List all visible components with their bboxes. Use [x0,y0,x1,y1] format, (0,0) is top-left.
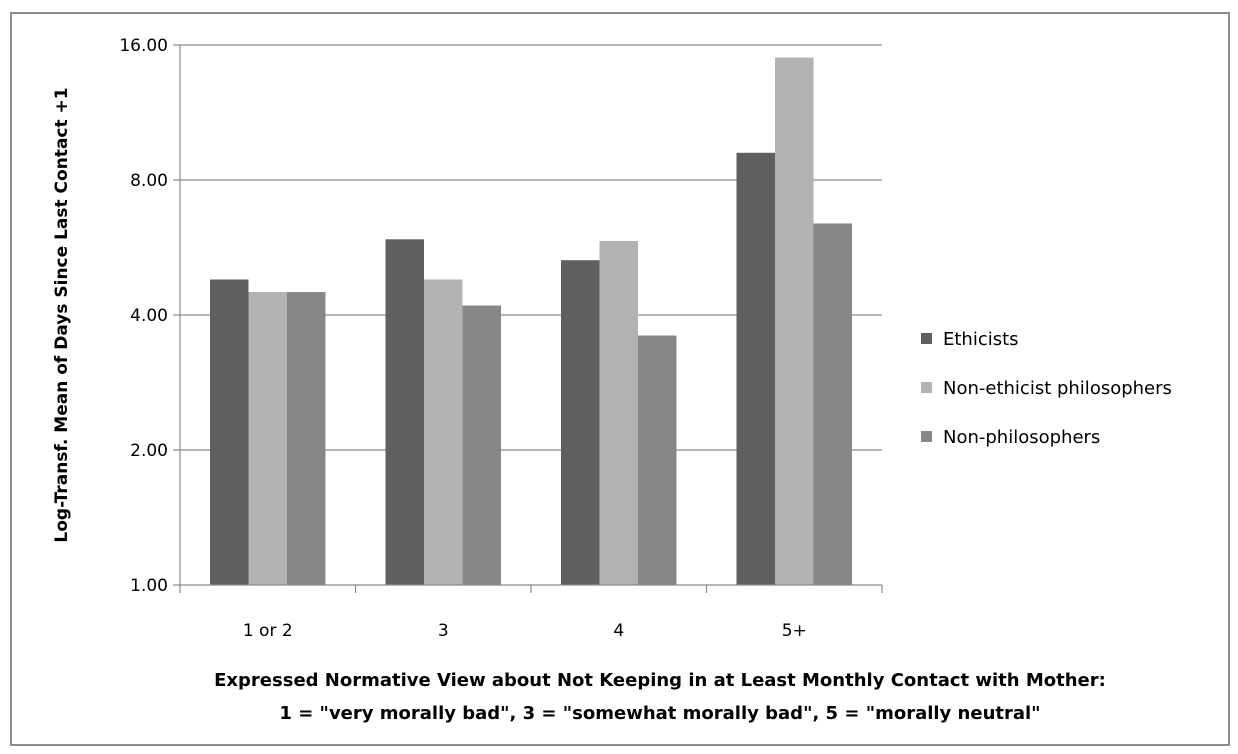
bar [248,292,287,585]
bar [599,240,638,585]
x-tick-label: 3 [438,621,449,641]
y-tick-label: 1.00 [130,576,168,596]
bar [561,260,600,585]
bar [424,279,463,585]
legend-label: Ethicists [943,329,1019,350]
bar [462,305,501,585]
x-tick-label: 4 [613,621,624,641]
bar [736,152,775,586]
legend-label: Non-philosophers [943,427,1100,448]
bar [638,335,677,585]
legend-swatch [921,382,932,393]
y-tick-label: 16.00 [119,36,168,56]
legend-swatch [921,431,932,442]
y-axis-label: Log-Transf. Mean of Days Since Last Cont… [52,87,72,542]
bar [813,223,852,585]
y-tick-label: 8.00 [130,171,168,191]
bar [287,292,326,585]
x-axis-label-line1: Expressed Normative View about Not Keepi… [214,670,1106,691]
bar [210,279,249,585]
x-tick-label: 5+ [782,621,807,641]
y-tick-label: 4.00 [130,306,168,326]
bar [385,239,424,586]
x-tick-label: 1 or 2 [243,621,293,641]
legend-label: Non-ethicist philosophers [943,378,1172,399]
bar [775,57,814,586]
legend-swatch [921,333,932,344]
y-tick-label: 2.00 [130,441,168,461]
legend: Ethicists Non-ethicist philosophers Non-ph… [921,329,1172,448]
x-axis-label-line2: 1 = "very morally bad", 3 = "somewhat mo… [279,703,1040,724]
